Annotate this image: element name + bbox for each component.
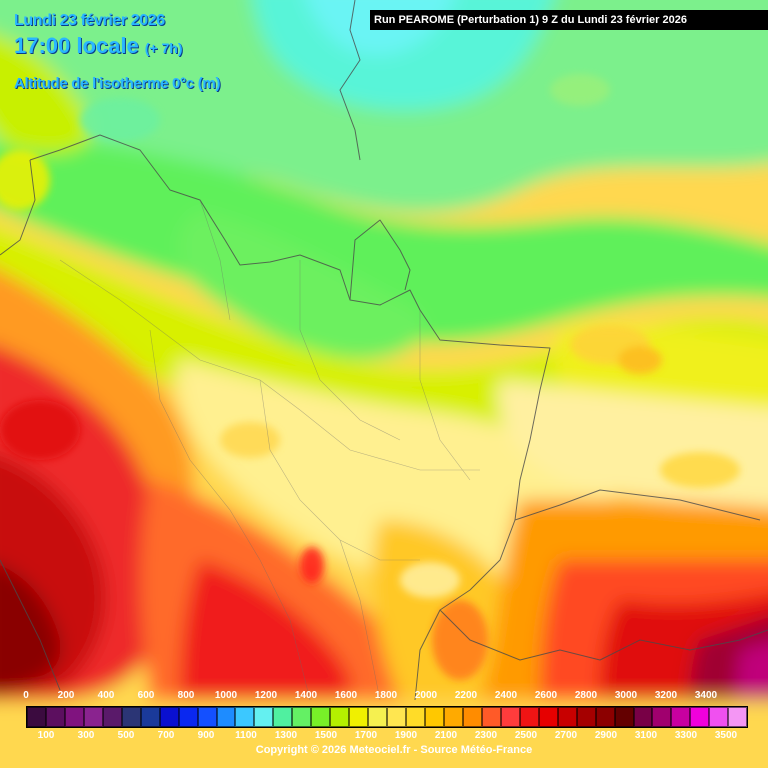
legend-swatch: [728, 707, 748, 727]
legend-label-top: 1000: [214, 690, 238, 701]
legend-label-top: 1600: [334, 690, 358, 701]
color-legend: 0 200 400 600 800 1000 1200 1400 1600 1800 2000 220…: [0, 686, 768, 768]
legend-swatch: [671, 707, 691, 727]
legend-swatch: [652, 707, 672, 727]
legend-label-top: 3000: [614, 690, 638, 701]
legend-swatch: [140, 707, 160, 727]
legend-swatch: [519, 707, 539, 727]
forecast-lead-time: (+ 7h): [144, 40, 183, 56]
legend-label-top: 2800: [574, 690, 598, 701]
legend-label-bottom: 1300: [274, 730, 298, 741]
legend-label-bottom: 900: [197, 730, 215, 741]
legend-label-top: 3200: [654, 690, 678, 701]
legend-swatch: [254, 707, 274, 727]
legend-swatch: [425, 707, 444, 727]
legend-label-bottom: 700: [157, 730, 175, 741]
legend-swatch: [387, 707, 407, 727]
legend-label-bottom: 1900: [394, 730, 418, 741]
legend-swatch: [45, 707, 65, 727]
legend-label-bottom: 1500: [314, 730, 338, 741]
legend-swatch: [614, 707, 634, 727]
legend-swatch: [690, 707, 710, 727]
legend-label-bottom: 2500: [514, 730, 538, 741]
legend-swatch: [102, 707, 122, 727]
legend-swatch: [216, 707, 236, 727]
legend-label-bottom: 2900: [594, 730, 618, 741]
legend-swatch: [557, 707, 577, 727]
legend-label-bottom: 2700: [554, 730, 578, 741]
legend-swatches: [26, 706, 748, 728]
legend-swatch: [178, 707, 198, 727]
legend-swatch: [633, 707, 653, 727]
legend-label-bottom: 2300: [474, 730, 498, 741]
legend-label-top: 1200: [254, 690, 278, 701]
legend-label-bottom: 2100: [434, 730, 458, 741]
legend-swatch: [481, 707, 501, 727]
legend-labels-bottom: 100 300 500 700 900 1100 1300 1500 1700 1900 2100 2…: [0, 730, 768, 744]
legend-swatch: [349, 707, 369, 727]
legend-label-bottom: 1700: [354, 730, 378, 741]
country-borders: [0, 0, 768, 701]
legend-label-top: 0: [23, 690, 29, 701]
legend-label-top: 1800: [374, 690, 398, 701]
legend-swatch: [64, 707, 84, 727]
legend-label-bottom: 100: [37, 730, 55, 741]
legend-swatch: [500, 707, 520, 727]
legend-swatch: [273, 707, 293, 727]
legend-label-bottom: 500: [117, 730, 135, 741]
legend-swatch: [311, 707, 331, 727]
legend-swatch: [121, 707, 141, 727]
legend-label-top: 800: [177, 690, 195, 701]
legend-swatch: [159, 707, 179, 727]
legend-label-top: 400: [97, 690, 115, 701]
legend-swatch: [235, 707, 255, 727]
legend-label-top: 1400: [294, 690, 318, 701]
legend-swatch: [368, 707, 388, 727]
forecast-date: Lundi 23 février 2026: [14, 12, 165, 29]
legend-swatch: [538, 707, 558, 727]
forecast-time: 17:00 locale (+ 7h): [14, 33, 182, 59]
legend-label-top: 2600: [534, 690, 558, 701]
legend-label-top: 600: [137, 690, 155, 701]
legend-label-top: 2000: [414, 690, 438, 701]
legend-label-bottom: 3300: [674, 730, 698, 741]
legend-swatch: [443, 707, 463, 727]
legend-swatch: [576, 707, 596, 727]
legend-swatch: [595, 707, 615, 727]
legend-label-top: 200: [57, 690, 75, 701]
parameter-title: Altitude de l'isotherme 0°c (m): [14, 75, 221, 92]
legend-swatch: [83, 707, 103, 727]
legend-swatch: [27, 707, 46, 727]
legend-label-bottom: 1100: [235, 730, 257, 741]
legend-swatch: [330, 707, 350, 727]
field-texture: [0, 74, 740, 680]
legend-swatch: [197, 707, 217, 727]
legend-swatch: [462, 707, 482, 727]
run-info: Run PEAROME (Perturbation 1) 9 Z du Lund…: [370, 10, 768, 30]
copyright-notice: Copyright © 2026 Meteociel.fr - Source M…: [255, 744, 533, 756]
region-borders: [59, 199, 480, 701]
legend-label-top: 2400: [494, 690, 518, 701]
legend-swatch: [406, 707, 426, 727]
legend-label-top: 2200: [454, 690, 478, 701]
legend-label-bottom: 300: [77, 730, 95, 741]
legend-swatch: [292, 707, 312, 727]
forecast-time-value: 17:00 locale: [14, 33, 139, 58]
legend-labels-top: 0 200 400 600 800 1000 1200 1400 1600 1800 2000 220…: [0, 690, 768, 704]
legend-label-bottom: 3100: [634, 730, 658, 741]
legend-label-bottom: 3500: [714, 730, 738, 741]
legend-label-top: 3400: [694, 690, 718, 701]
legend-swatch: [709, 707, 729, 727]
